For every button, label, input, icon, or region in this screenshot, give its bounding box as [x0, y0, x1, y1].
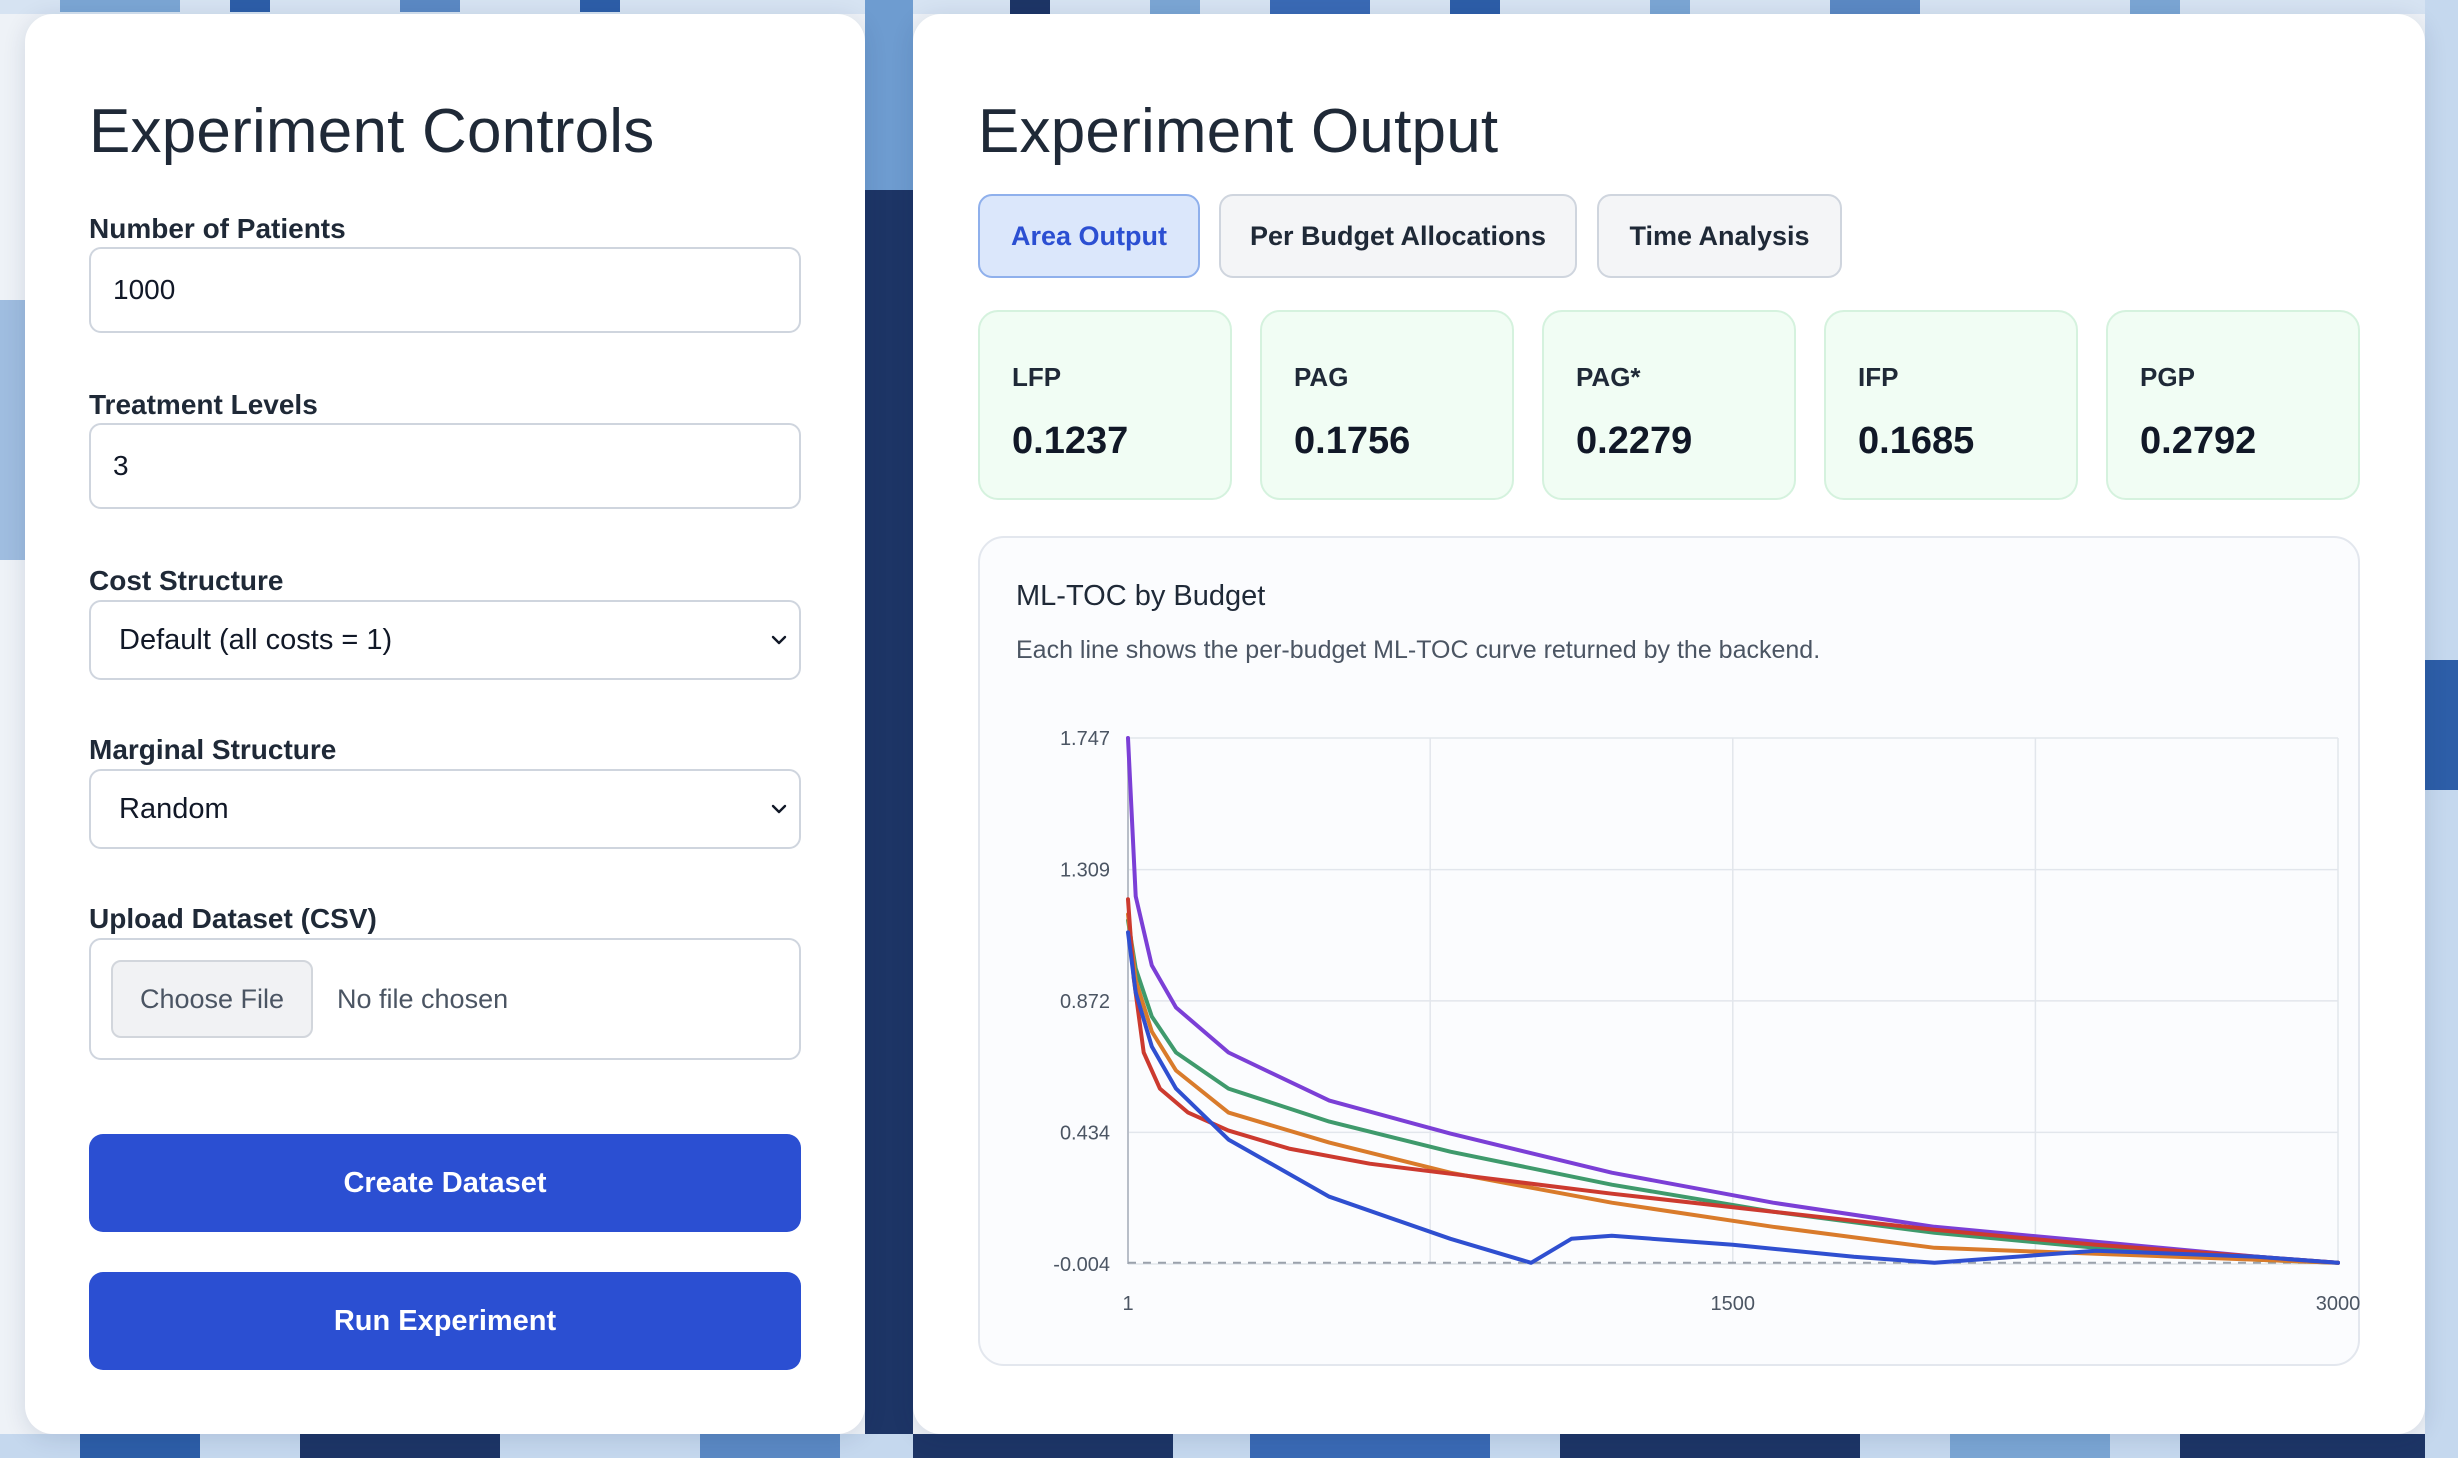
- metric-card-pag: PAG 0.1756: [1260, 310, 1514, 500]
- y-tick-label: 0.872: [1060, 991, 1110, 1013]
- chevron-down-icon: [771, 635, 787, 645]
- cost-structure-select[interactable]: Default (all costs = 1): [89, 600, 801, 680]
- metric-value: 0.1237: [1012, 420, 1129, 462]
- ml-toc-line-chart: 1.747 1.309 0.872 0.434 -0.004 1 1500 3000: [1053, 728, 2361, 1315]
- metric-label: PGP: [2140, 362, 2195, 392]
- file-status-text: No file chosen: [337, 983, 509, 1014]
- metric-value: 0.1685: [1858, 420, 1975, 462]
- metric-card-pgp: PGP 0.2792: [2106, 310, 2360, 500]
- series-line-5: [1126, 930, 2340, 1265]
- ml-toc-chart-card: ML-TOC by Budget Each line shows the per…: [978, 536, 2360, 1366]
- metric-card-ifp: IFP 0.1685: [1824, 310, 2078, 500]
- treatment-levels-input[interactable]: [89, 423, 801, 509]
- patients-input[interactable]: [89, 247, 801, 333]
- create-dataset-button[interactable]: Create Dataset: [89, 1134, 801, 1232]
- chart-subtitle: Each line shows the per-budget ML-TOC cu…: [1016, 636, 1821, 664]
- file-upload-field: Choose File No file chosen: [89, 938, 801, 1060]
- y-tick-label: 0.434: [1060, 1122, 1110, 1144]
- patients-label: Number of Patients: [89, 213, 346, 244]
- metric-card-pag-star: PAG* 0.2279: [1542, 310, 1796, 500]
- tab-area-output[interactable]: Area Output: [978, 194, 1200, 278]
- series-line-2: [1126, 918, 2340, 1265]
- y-tick-label: -0.004: [1053, 1254, 1110, 1276]
- metric-label: PAG*: [1576, 362, 1641, 392]
- controls-title: Experiment Controls: [89, 97, 655, 166]
- y-tick-label: 1.309: [1060, 860, 1110, 882]
- marginal-structure-select[interactable]: Random: [89, 769, 801, 849]
- x-tick-label: 3000: [2316, 1293, 2361, 1315]
- metric-card-lfp: LFP 0.1237: [978, 310, 1232, 500]
- series-line-4: [1126, 897, 2340, 1265]
- x-tick-label: 1500: [1711, 1293, 1756, 1315]
- cost-structure-value: Default (all costs = 1): [119, 623, 393, 656]
- metric-label: IFP: [1858, 362, 1899, 392]
- marginal-structure-label: Marginal Structure: [89, 734, 337, 765]
- cost-structure-label: Cost Structure: [89, 565, 284, 596]
- output-title: Experiment Output: [978, 97, 1499, 166]
- run-experiment-button[interactable]: Run Experiment: [89, 1272, 801, 1370]
- metric-value: 0.2279: [1576, 420, 1693, 462]
- upload-dataset-label: Upload Dataset (CSV): [89, 903, 377, 934]
- chart-title: ML-TOC by Budget: [1016, 580, 1266, 612]
- metric-value: 0.2792: [2140, 420, 2257, 462]
- y-tick-label: 1.747: [1060, 728, 1110, 750]
- tab-per-budget-allocations[interactable]: Per Budget Allocations: [1219, 194, 1577, 278]
- choose-file-button[interactable]: Choose File: [111, 960, 313, 1038]
- chevron-down-icon: [771, 804, 787, 814]
- treatment-levels-label: Treatment Levels: [89, 389, 318, 420]
- experiment-output-panel: Experiment Output Area Output Per Budget…: [913, 14, 2425, 1434]
- tab-time-analysis[interactable]: Time Analysis: [1597, 194, 1842, 278]
- series-line-1: [1126, 736, 2340, 1265]
- metric-value: 0.1756: [1294, 420, 1411, 462]
- experiment-controls-panel: Experiment Controls Number of Patients T…: [25, 14, 865, 1434]
- marginal-structure-value: Random: [119, 792, 229, 825]
- metric-label: LFP: [1012, 362, 1062, 392]
- x-tick-label: 1: [1122, 1293, 1133, 1315]
- metric-label: PAG: [1294, 362, 1349, 392]
